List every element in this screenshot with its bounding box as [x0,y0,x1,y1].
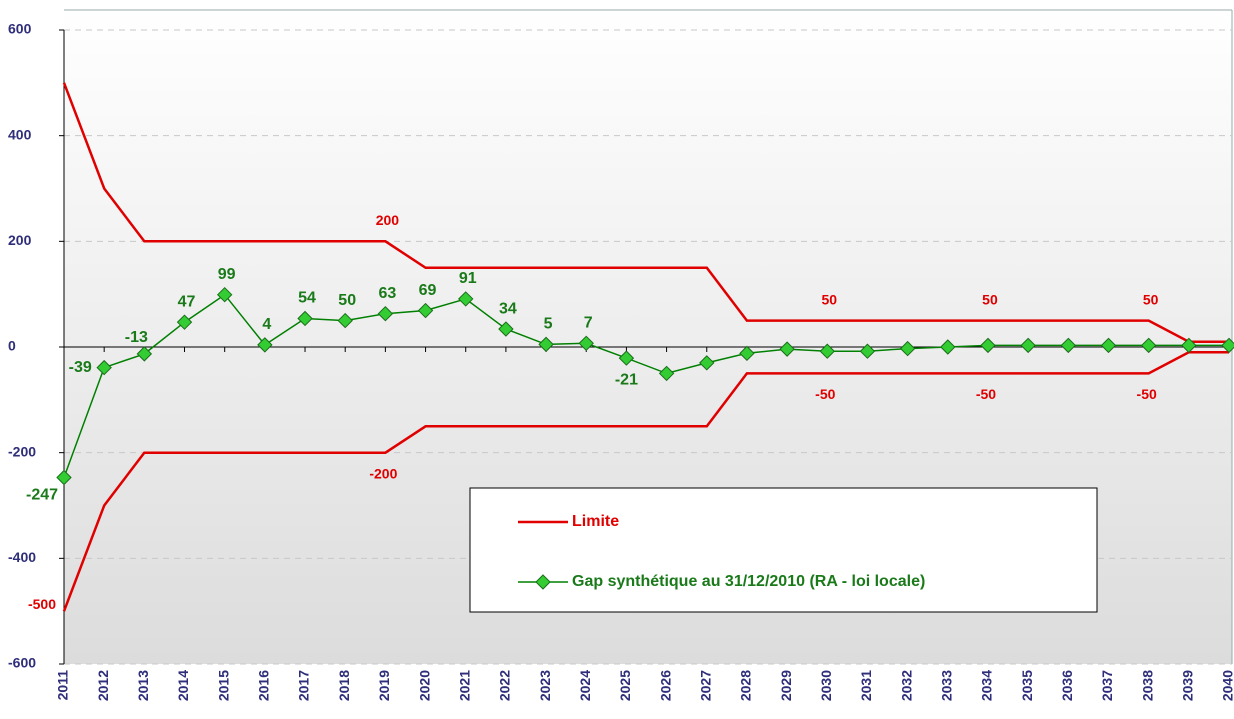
x-tick-label: 2029 [778,670,794,701]
x-tick-label: 2027 [697,670,713,701]
marker [578,335,594,352]
legend-box [469,487,1098,613]
x-tick-label: 2039 [1180,670,1196,701]
marker [859,343,876,359]
x-tick-label: 2031 [858,670,874,701]
legend-marker [535,574,551,590]
x-tick-label: 2017 [296,670,312,701]
data-label: -13 [125,329,148,346]
data-label: 50 [1143,291,1159,307]
x-tick-label: 2038 [1139,670,1155,701]
x-tick-label: 2013 [135,670,151,701]
marker [739,345,755,362]
legend-label: Limite [572,513,619,530]
data-label: 7 [584,315,593,332]
data-label: 99 [218,266,236,283]
y-tick-label: 600 [8,21,32,37]
marker [216,286,233,303]
data-label: 200 [376,212,400,228]
marker [337,312,353,329]
data-label: -50 [815,386,835,402]
marker [176,314,193,330]
data-label: 34 [499,300,517,317]
data-label: -50 [1137,386,1157,402]
x-tick-label: 2030 [818,670,834,701]
data-label: 54 [298,290,316,307]
marker [618,350,635,366]
x-tick-label: 2012 [95,670,111,701]
marker [297,310,313,327]
marker [1020,337,1036,354]
marker [498,321,514,337]
limit-line [62,82,1229,343]
marker [940,339,956,355]
data-label: -247 [26,487,58,504]
y-tick-label: 400 [8,126,32,142]
x-tick-label: 2015 [215,670,231,701]
data-label: 50 [338,292,356,309]
marker [899,340,916,357]
data-label: 50 [821,291,837,307]
x-tick-label: 2019 [376,670,392,701]
data-label: 69 [419,282,437,299]
legend-label: Gap synthétique au 31/12/2010 (RA - loi … [572,573,925,590]
marker [779,341,795,357]
x-tick-label: 2036 [1059,670,1075,701]
marker [699,355,715,371]
data-label: 91 [459,270,477,287]
data-label: 47 [178,293,196,310]
x-tick-label: 2026 [657,670,673,701]
y-tick-label: 0 [8,338,16,354]
y-tick-label: -600 [8,655,36,671]
marker [1100,337,1117,354]
marker [819,343,835,359]
marker [1060,337,1077,354]
data-label: 5 [544,316,553,333]
marker [658,365,675,382]
x-tick-label: 2034 [979,670,995,701]
limit-line [62,351,1229,612]
x-tick-label: 2023 [537,670,553,701]
marker [538,336,554,353]
y-tick-label: -200 [8,443,36,459]
marker [458,291,474,307]
x-tick-label: 2025 [617,670,633,701]
x-tick-label: 2011 [55,670,71,701]
marker [96,359,112,376]
data-label: -50 [976,386,996,402]
x-tick-label: 2040 [1220,670,1234,701]
x-tick-label: 2032 [898,670,914,701]
x-tick-label: 2037 [1099,670,1115,701]
marker [1181,337,1197,354]
marker [1140,337,1157,354]
marker [377,306,394,322]
x-tick-label: 2035 [1019,670,1035,701]
y-tick-label: -400 [8,549,36,565]
x-tick-label: 2016 [256,670,272,701]
data-label: 50 [982,291,998,307]
x-tick-label: 2020 [416,670,432,701]
marker [257,337,273,353]
x-tick-label: 2024 [577,670,593,701]
marker [136,346,153,362]
x-tick-label: 2018 [336,670,352,701]
data-label: -21 [615,371,638,388]
x-tick-label: 2022 [497,670,513,701]
y-tick-label: 200 [8,232,32,248]
marker [417,302,434,319]
x-tick-label: 2028 [738,670,754,701]
marker [980,337,996,354]
marker [56,469,72,486]
data-label: 63 [378,285,396,302]
data-label: -500 [28,596,56,612]
data-label: -39 [69,359,92,376]
x-tick-label: 2033 [938,670,954,701]
data-label: -200 [369,465,397,481]
data-label: 4 [262,316,271,333]
x-tick-label: 2014 [175,670,191,701]
x-tick-label: 2021 [456,670,472,701]
